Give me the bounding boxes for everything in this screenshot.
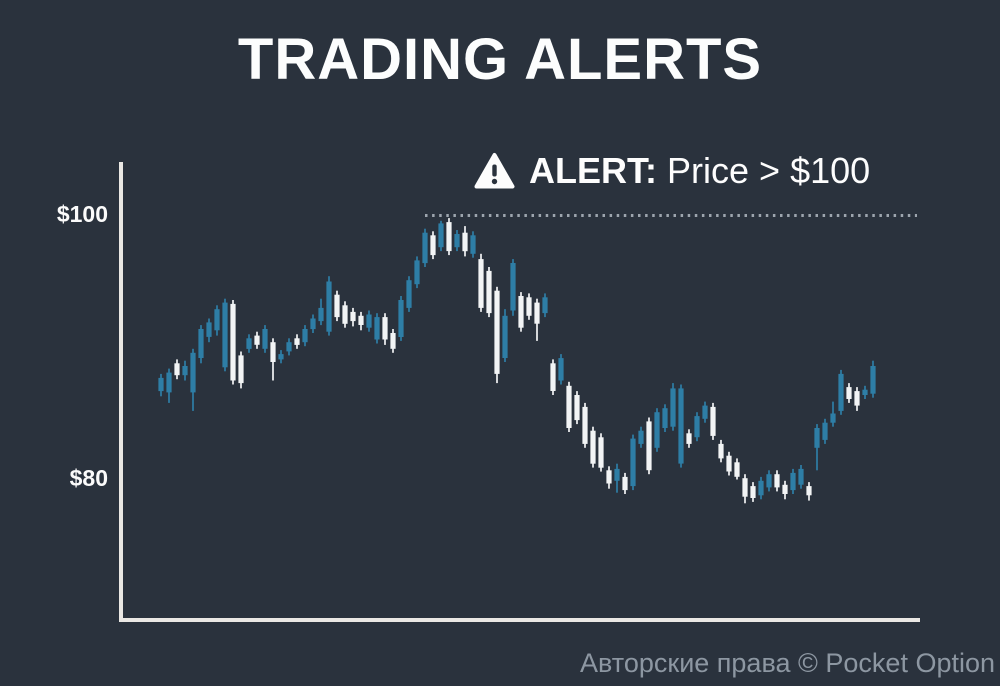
alert-label: ALERT: (529, 150, 657, 191)
alert-text: ALERT: Price > $100 (529, 150, 870, 192)
alert-condition: Price > $100 (667, 150, 871, 191)
alert-annotation: ALERT: Price > $100 (474, 149, 870, 193)
page-title: TRADING ALERTS (237, 27, 763, 92)
y-axis-tick-100: $100 (56, 201, 108, 227)
y-axis-line (119, 162, 123, 622)
warning-triangle-icon (474, 152, 515, 190)
y-axis-tick-80: $80 (69, 465, 108, 491)
copyright-watermark: Авторские права © Pocket Option (580, 648, 995, 678)
candles-group (158, 218, 876, 504)
x-axis-line (119, 618, 920, 622)
